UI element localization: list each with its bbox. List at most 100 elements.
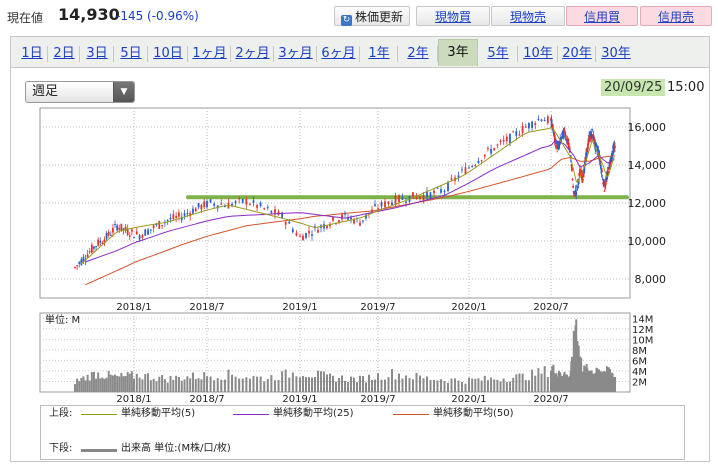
candle-body xyxy=(308,231,310,234)
candle-body xyxy=(568,148,571,150)
volume-bar xyxy=(180,380,183,392)
candle-body xyxy=(194,208,197,212)
candle-body xyxy=(377,208,379,210)
volume-bar xyxy=(305,377,307,392)
volume-bar xyxy=(99,378,102,392)
volume-bar xyxy=(394,379,397,392)
candle-body xyxy=(350,217,352,220)
candle-body xyxy=(480,160,483,162)
volume-bar xyxy=(408,378,411,392)
tab-period-2[interactable]: 3日 xyxy=(86,46,108,61)
tab-separator xyxy=(359,46,360,62)
volume-bar xyxy=(124,375,127,392)
volume-bar xyxy=(234,376,237,392)
tab-period-9[interactable]: 1年 xyxy=(368,46,390,61)
x-tick-label: 2020/7 xyxy=(533,394,568,405)
tab-period-10[interactable]: 2年 xyxy=(407,46,429,61)
tab-period-6[interactable]: 2ヶ月 xyxy=(235,46,270,61)
x-tick-label: 2020/1 xyxy=(451,394,486,405)
volume-bar xyxy=(443,380,446,392)
volume-bar xyxy=(474,378,477,392)
candle-body xyxy=(566,137,569,145)
volume-bar xyxy=(493,379,496,392)
candle-body xyxy=(583,165,586,174)
tab-separator xyxy=(113,46,114,62)
refresh-price-button[interactable]: ↻ 株価更新 xyxy=(334,6,410,26)
volume-bar xyxy=(387,377,390,392)
candle-body xyxy=(415,195,418,200)
candle-body xyxy=(599,161,602,163)
spot-sell-button[interactable]: 現物売 xyxy=(491,6,565,26)
candle-body xyxy=(209,199,212,203)
margin-buy-button[interactable]: 信用買 xyxy=(566,6,638,26)
candle-body xyxy=(496,144,499,146)
volume-bar xyxy=(521,373,524,392)
candle-body xyxy=(220,203,223,205)
candle-body xyxy=(295,232,298,236)
candle-body xyxy=(579,168,581,170)
candle-body xyxy=(604,178,607,186)
volume-bar xyxy=(422,378,425,392)
tab-separator xyxy=(397,46,398,62)
tab-period-4[interactable]: 10日 xyxy=(153,46,183,61)
volume-bar xyxy=(457,380,460,392)
tab-period-3[interactable]: 5日 xyxy=(120,46,142,61)
candle-body xyxy=(579,173,582,176)
volume-bar xyxy=(101,377,104,392)
tab-period-7[interactable]: 3ヶ月 xyxy=(278,46,313,61)
candle-body xyxy=(305,233,307,238)
tab-period-0[interactable]: 1日 xyxy=(21,46,43,61)
candle-body xyxy=(582,174,585,178)
refresh-price-label: 株価更新 xyxy=(354,10,403,24)
spot-buy-button[interactable]: 現物買 xyxy=(416,6,490,26)
candle-body xyxy=(534,123,537,125)
candle-body xyxy=(405,201,407,203)
candle-body xyxy=(124,226,127,231)
volume-bar xyxy=(412,379,414,392)
candle-body xyxy=(509,133,511,144)
tab-period-14[interactable]: 20年 xyxy=(562,46,592,61)
candle-body xyxy=(433,190,435,194)
margin-sell-button[interactable]: 信用売 xyxy=(640,6,712,26)
volume-bar xyxy=(326,374,328,392)
candle-body xyxy=(609,162,612,164)
candle-body xyxy=(274,209,276,215)
candle-body xyxy=(576,186,579,189)
x-tick-label: 2018/1 xyxy=(116,394,151,405)
candle-body xyxy=(447,182,449,192)
candle-body xyxy=(543,119,546,122)
tab-period-5[interactable]: 1ヶ月 xyxy=(192,46,227,61)
interval-select[interactable]: 週足 ▼ xyxy=(25,81,135,103)
legend-ma25-label: 単純移動平均(25) xyxy=(273,408,354,419)
volume-bar xyxy=(194,379,197,392)
tab-period-12[interactable]: 5年 xyxy=(487,46,509,61)
candle-body xyxy=(95,246,97,248)
candle-body xyxy=(329,224,331,227)
volume-bar xyxy=(546,377,549,392)
candle-body xyxy=(531,121,533,128)
volume-bar xyxy=(74,384,76,392)
candle-body xyxy=(135,231,138,235)
volume-bar xyxy=(175,375,178,392)
volume-bar xyxy=(398,373,400,392)
legend-volume-swatch xyxy=(81,449,117,452)
candle-body xyxy=(493,148,496,151)
volume-bar xyxy=(499,381,502,392)
volume-bar xyxy=(206,376,208,392)
candle-body xyxy=(178,212,180,217)
candle-body xyxy=(551,124,554,130)
volume-bar xyxy=(480,380,483,392)
tab-period-1[interactable]: 2日 xyxy=(53,46,75,61)
x-tick-label-price: 2020/7 xyxy=(533,302,568,313)
volume-bar xyxy=(483,375,486,392)
volume-bar xyxy=(314,376,316,392)
tab-period-8[interactable]: 6ヶ月 xyxy=(321,46,356,61)
tab-period-11[interactable]: 3年 xyxy=(438,39,478,66)
tab-period-15[interactable]: 30年 xyxy=(601,46,631,61)
candle-body xyxy=(299,235,301,237)
x-tick-label-price: 2020/1 xyxy=(451,302,486,313)
candle-body xyxy=(252,200,255,204)
candle-body xyxy=(192,208,194,214)
tab-period-13[interactable]: 10年 xyxy=(523,46,553,61)
candle-body xyxy=(585,150,588,159)
